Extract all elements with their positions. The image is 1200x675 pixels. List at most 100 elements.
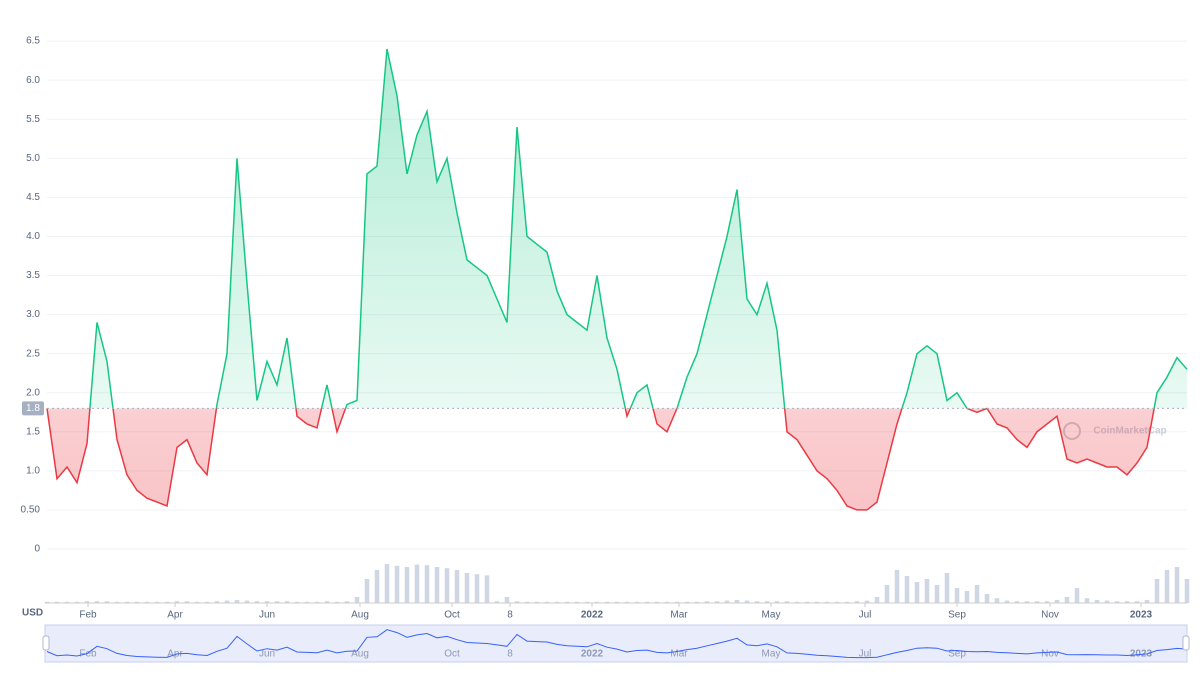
volume-bar xyxy=(444,568,450,603)
navigator-handle[interactable] xyxy=(1182,635,1190,651)
y-tick-label: 6.0 xyxy=(26,75,40,86)
volume-bar xyxy=(644,601,650,603)
volume-bar xyxy=(854,601,860,603)
volume-bar xyxy=(514,601,520,603)
navigator-line xyxy=(46,629,1188,659)
volume-bar xyxy=(104,601,110,603)
volume-bar xyxy=(124,601,130,603)
volume-bar xyxy=(794,601,800,603)
volume-bar xyxy=(1184,579,1190,603)
navigator[interactable] xyxy=(44,624,1188,663)
volume-bar xyxy=(274,601,280,603)
y-tick-label: 1.0 xyxy=(26,466,40,477)
volume-bar xyxy=(1014,601,1020,603)
navigator-handle[interactable] xyxy=(42,635,50,651)
volume-bar xyxy=(764,601,770,603)
navigator-tick-label: Jul xyxy=(859,649,872,660)
volume-bar xyxy=(464,573,470,603)
volume-bar xyxy=(414,564,420,603)
navigator-tick-label: May xyxy=(762,649,781,660)
volume-bar xyxy=(1154,579,1160,603)
volume-bar xyxy=(344,601,350,603)
volume-bar xyxy=(874,597,880,603)
volume-bar xyxy=(164,601,170,603)
navigator-tick-label: Aug xyxy=(351,649,369,660)
volume-bar xyxy=(884,585,890,603)
volume-bar xyxy=(64,601,70,603)
volume-bar xyxy=(454,570,460,603)
volume-bar xyxy=(154,601,160,603)
volume-bar xyxy=(354,597,360,603)
volume-bar xyxy=(1034,601,1040,603)
x-tick-label: Nov xyxy=(1041,610,1059,621)
unit-label: USD xyxy=(22,608,43,619)
y-tick-label: 0 xyxy=(34,544,40,555)
volume-bar xyxy=(234,600,240,603)
y-tick-label: 5.0 xyxy=(26,153,40,164)
volume-bar xyxy=(714,601,720,603)
x-tick-label: 2023 xyxy=(1130,610,1153,621)
x-tick-label: 2022 xyxy=(581,610,604,621)
volume-bar xyxy=(1144,600,1150,603)
volume-bar xyxy=(114,601,120,603)
volume-bar xyxy=(394,565,400,603)
volume-bar xyxy=(224,600,230,603)
volume-bar xyxy=(1024,601,1030,603)
volume-bar xyxy=(534,601,540,603)
volume-bar xyxy=(1064,597,1070,603)
volume-bar xyxy=(434,567,440,603)
volume-bar xyxy=(1164,570,1170,603)
volume-bar xyxy=(364,579,370,603)
y-tick-label: 6.5 xyxy=(26,36,40,47)
volume-bar xyxy=(294,601,300,603)
navigator-tick-label: 8 xyxy=(507,649,513,660)
area-down xyxy=(47,408,1155,510)
volume-bar xyxy=(1054,600,1060,603)
volume-bar xyxy=(664,601,670,603)
navigator-tick-label: Nov xyxy=(1041,649,1059,660)
volume-bar xyxy=(44,601,50,603)
volume-bar xyxy=(1114,601,1120,603)
y-tick-label: 4.5 xyxy=(26,192,40,203)
volume-bar xyxy=(1094,600,1100,603)
navigator-tick-label: 2022 xyxy=(581,649,604,660)
baseline-label: 1.8 xyxy=(26,403,40,414)
volume-bar xyxy=(524,601,530,603)
volume-bar xyxy=(924,579,930,603)
volume-bar xyxy=(824,601,830,603)
y-tick-label: 0.50 xyxy=(21,505,41,516)
volume-bar xyxy=(904,576,910,603)
volume-bar xyxy=(984,594,990,603)
volume-bar xyxy=(894,570,900,603)
volume-bar xyxy=(134,601,140,603)
volume-bar xyxy=(474,574,480,603)
x-tick-label: 8 xyxy=(507,610,513,621)
volume-bar xyxy=(374,570,380,603)
volume-bar xyxy=(624,601,630,603)
y-tick-label: 3.0 xyxy=(26,309,40,320)
volume-bar xyxy=(504,597,510,603)
volume-bar xyxy=(74,601,80,603)
volume-bar xyxy=(304,601,310,603)
navigator-tick-label: Jun xyxy=(259,649,275,660)
volume-bar xyxy=(334,601,340,603)
volume-bar xyxy=(204,601,210,603)
volume-bar xyxy=(694,601,700,603)
volume-bar xyxy=(404,567,410,603)
volume-bar xyxy=(774,601,780,603)
volume-bar xyxy=(564,601,570,603)
volume-bar xyxy=(1004,600,1010,603)
x-tick-label: Jul xyxy=(859,610,872,621)
area-up xyxy=(47,48,1187,409)
volume-bar xyxy=(284,601,290,603)
volume-bar xyxy=(834,601,840,603)
volume-bar xyxy=(1124,601,1130,603)
volume-bar xyxy=(584,601,590,603)
x-tick-label: Feb xyxy=(79,610,97,621)
volume-bar xyxy=(744,600,750,603)
volume-bar xyxy=(944,573,950,603)
volume-bar xyxy=(174,601,180,603)
volume-bar xyxy=(1104,600,1110,603)
volume-bar xyxy=(754,601,760,603)
x-tick-label: Apr xyxy=(167,610,183,621)
